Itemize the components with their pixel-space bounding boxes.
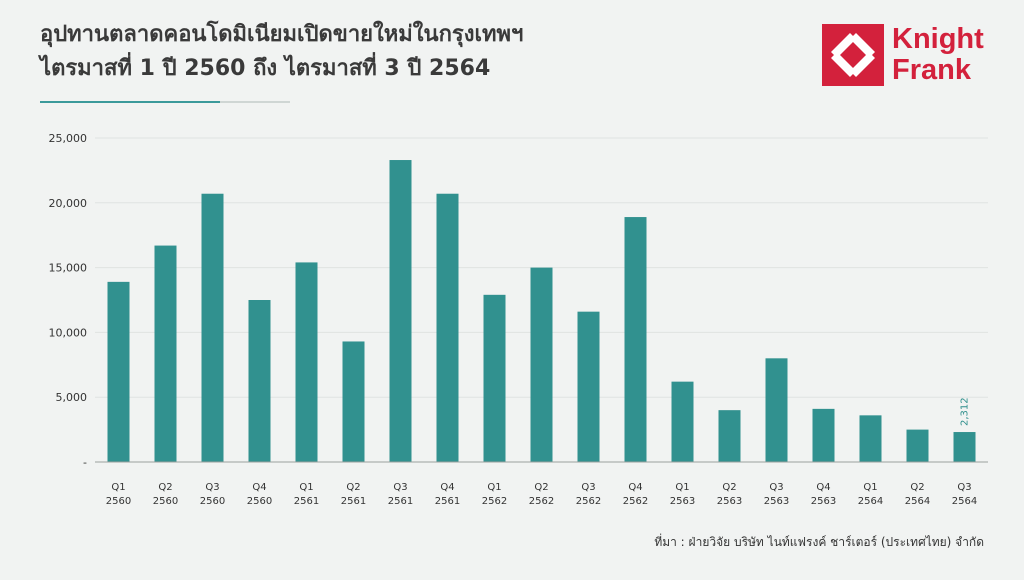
bar [201,193,224,462]
category-label-year: 2561 [435,496,460,507]
category-label-quarter: Q1 [863,482,877,493]
bar-chart: - 5,000 10,000 15,000 20,000 25,000 2,312 Q1 2… [49,132,988,507]
bar [248,300,271,462]
category-label-year: 2560 [153,496,178,507]
category-label-quarter: Q3 [957,482,971,493]
bar [389,160,412,463]
title-line-1: อุปทานตลาดคอนโดมิเนียมเปิดขายใหม่ในกรุงเ… [40,22,524,47]
knight-frank-logo-mark-icon [822,24,884,86]
bar [483,294,506,462]
category-label-quarter: Q2 [158,482,172,493]
y-axis-tick-labels: - 5,000 10,000 15,000 20,000 25,000 [49,132,88,469]
category-label-year: 2564 [858,496,883,507]
data-labels: 2,312 [960,397,971,426]
bar [718,410,741,462]
category-label-year: 2563 [670,496,695,507]
category-label-year: 2562 [482,496,507,507]
category-label-year: 2561 [388,496,413,507]
category-label-year: 2560 [247,496,272,507]
title-underline-gray [220,101,290,103]
category-label-quarter: Q3 [393,482,407,493]
bar [436,193,459,462]
category-label-quarter: Q2 [910,482,924,493]
y-tick-label: 10,000 [49,326,88,339]
chart-title: อุปทานตลาดคอนโดมิเนียมเปิดขายใหม่ในกรุงเ… [40,18,523,86]
category-label-year: 2562 [623,496,648,507]
bar [530,267,553,462]
category-label-year: 2561 [294,496,319,507]
y-tick-label: - [83,456,87,469]
bars [107,160,976,463]
category-label-year: 2563 [811,496,836,507]
title-underline-accent [40,101,220,103]
category-label-quarter: Q2 [722,482,736,493]
category-label-quarter: Q2 [346,482,360,493]
y-tick-label: 20,000 [49,197,88,210]
category-label-quarter: Q4 [628,482,642,493]
logo-word-frank: Frank [892,54,971,86]
category-label-year: 2562 [576,496,601,507]
x-axis-category-labels: Q1 2560 Q2 2560 Q3 2560 Q4 2560 Q1 2561 Q2 2561 Q3 25… [106,482,977,507]
category-label-quarter: Q4 [440,482,454,493]
bar [342,341,365,462]
title-underline [40,101,290,103]
category-label-quarter: Q2 [534,482,548,493]
data-label: 2,312 [960,397,971,426]
category-label-year: 2560 [106,496,131,507]
category-label-quarter: Q1 [299,482,313,493]
category-label-quarter: Q3 [581,482,595,493]
bar [859,415,882,462]
knight-frank-wordmark: Knight Frank [892,24,984,86]
category-label-year: 2561 [341,496,366,507]
y-tick-label: 15,000 [49,262,88,275]
bar [953,432,976,462]
title-line-2: ไตรมาสที่ 1 ปี 2560 ถึง ไตรมาสที่ 3 ปี 2… [40,56,491,81]
category-label-quarter: Q1 [675,482,689,493]
category-label-quarter: Q4 [252,482,266,493]
bar [671,381,694,462]
category-label-quarter: Q3 [205,482,219,493]
y-tick-label: 25,000 [49,132,88,145]
category-label-quarter: Q1 [111,482,125,493]
bar [577,311,600,462]
category-label-year: 2560 [200,496,225,507]
category-label-quarter: Q1 [487,482,501,493]
y-tick-label: 5,000 [56,391,88,404]
category-label-quarter: Q4 [816,482,830,493]
category-label-year: 2564 [952,496,977,507]
bar [295,262,318,462]
bar [107,281,130,462]
category-label-year: 2563 [717,496,742,507]
source-note: ที่มา : ฝ่ายวิจัย บริษัท ไนท์แฟรงค์ ชาร์… [654,535,984,549]
bar [812,408,835,462]
bar [624,217,647,462]
knight-frank-logo: Knight Frank [822,24,992,88]
bar [906,429,929,462]
category-label-year: 2563 [764,496,789,507]
category-label-year: 2564 [905,496,930,507]
category-label-year: 2562 [529,496,554,507]
category-label-quarter: Q3 [769,482,783,493]
bar [154,245,177,462]
logo-word-knight: Knight [892,23,984,55]
bar [765,358,788,462]
